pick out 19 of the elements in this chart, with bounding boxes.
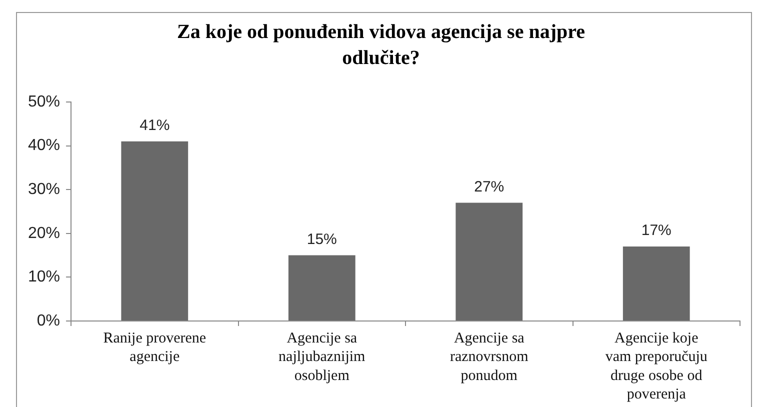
data-label: 27% <box>474 178 504 196</box>
data-label: 41% <box>140 117 170 134</box>
bar <box>121 141 188 320</box>
y-tick-label: 40% <box>28 137 60 154</box>
bar <box>456 202 523 320</box>
y-tick-label: 0% <box>36 312 60 330</box>
x-tick-label: Ranije proverene agencije <box>103 330 206 366</box>
bar <box>288 255 356 320</box>
data-label: 17% <box>641 222 672 240</box>
y-tick-label: 30% <box>28 181 60 198</box>
y-tick-label: 10% <box>28 268 60 286</box>
bar <box>622 246 690 320</box>
chart-title: Za koje od ponuđenih vidova agencija se najpre odlučite? <box>176 21 586 70</box>
x-tick-label: Agencije koje vam preporučuju druge osobe od poverenja <box>605 330 708 403</box>
data-label: 15% <box>306 230 337 248</box>
y-tick-label: 20% <box>28 224 60 242</box>
x-tick-label: Agencije sa raznovrsnom ponudom <box>450 330 529 384</box>
x-tick-label: Agencije sa najljubaznijim osobljem <box>278 330 366 384</box>
y-tick-label: 50% <box>28 93 60 110</box>
